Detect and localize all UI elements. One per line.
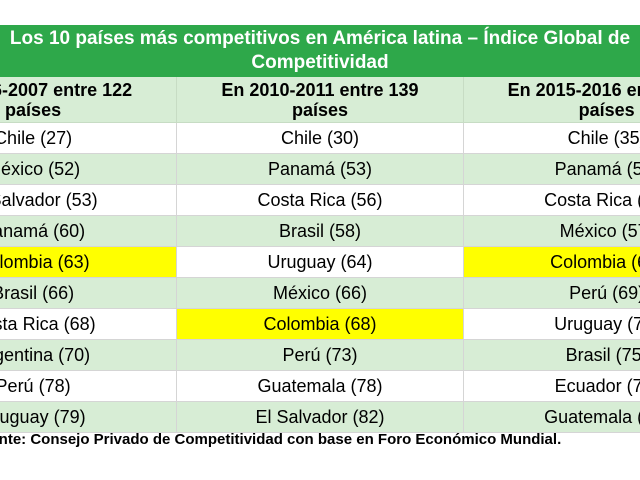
table-cell: Costa Rica (68) [0, 308, 178, 340]
table-title-line1: Los 10 países más competitivos en Améric… [9, 28, 631, 49]
table-row: Brasil (66) México (66) Perú (69) [0, 277, 640, 309]
table-row: Chile (27) Chile (30) Chile (35) [0, 122, 640, 154]
column-header-line1: En 2015-2016 entre 140 [507, 79, 640, 100]
highlighted-cell-colombia: Colombia (61) [463, 246, 640, 278]
highlighted-cell-colombia: Colombia (68) [176, 308, 464, 340]
table-cell: Ecuador (76) [463, 370, 640, 402]
table-cell: Panamá (50) [463, 153, 640, 185]
table-cell: Perú (73) [176, 339, 464, 371]
column-header-line1: En 2006-2007 entre 122 [0, 79, 133, 100]
table-cell: Perú (69) [463, 277, 640, 309]
table-cell: Chile (35) [463, 122, 640, 154]
table-row: Uruguay (79) El Salvador (82) Guatemala … [0, 401, 640, 433]
column-header-line2: países [578, 99, 635, 120]
table-row: Colombia (63) Uruguay (64) Colombia (61) [0, 246, 640, 278]
table-row: México (52) Panamá (53) Panamá (50) [0, 153, 640, 185]
column-header-2006-2007: En 2006-2007 entre 122 países [0, 77, 178, 123]
column-header-line2: países [291, 99, 348, 120]
column-header-2010-2011: En 2010-2011 entre 139 países [176, 77, 464, 123]
table-row: El Salvador (53) Costa Rica (56) Costa R… [0, 184, 640, 216]
table-title: Los 10 países más competitivos en Améric… [0, 25, 640, 77]
table-cell: El Salvador (82) [176, 401, 464, 433]
table-cell: Costa Rica (52) [463, 184, 640, 216]
table-row: Argentina (70) Perú (73) Brasil (75) [0, 339, 640, 371]
table-cell: Argentina (70) [0, 339, 178, 371]
ranking-table: En 2006-2007 entre 122 países En 2010-20… [0, 77, 640, 433]
table-cell: Chile (30) [176, 122, 464, 154]
table-cell: México (66) [176, 277, 464, 309]
table-row: Perú (78) Guatemala (78) Ecuador (76) [0, 370, 640, 402]
table-cell: México (52) [0, 153, 178, 185]
column-header-line2: países [5, 99, 62, 120]
table-cell: Brasil (58) [176, 215, 464, 247]
table-cell: Uruguay (79) [0, 401, 178, 433]
table-cell: Panamá (60) [0, 215, 178, 247]
table-cell: Brasil (75) [463, 339, 640, 371]
table-cell: El Salvador (53) [0, 184, 178, 216]
table-cell: Chile (27) [0, 122, 178, 154]
table-title-line2: Competitividad [251, 52, 389, 73]
table-cell: Guatemala (78) [176, 370, 464, 402]
table-row: Costa Rica (68) Colombia (68) Uruguay (7… [0, 308, 640, 340]
table-cell: Panamá (53) [176, 153, 464, 185]
table-cell: Costa Rica (56) [176, 184, 464, 216]
table-cell: Guatemala (78) [463, 401, 640, 433]
table-cell: Brasil (66) [0, 277, 178, 309]
table-cell: Uruguay (73) [463, 308, 640, 340]
table-cell: México (57) [463, 215, 640, 247]
highlighted-cell-colombia: Colombia (63) [0, 246, 178, 278]
table-cell: Uruguay (64) [176, 246, 464, 278]
header-row: En 2006-2007 entre 122 países En 2010-20… [0, 77, 640, 123]
table-cell: Perú (78) [0, 370, 178, 402]
table-row: Panamá (60) Brasil (58) México (57) [0, 215, 640, 247]
source-note: Fuente: Consejo Privado de Competitivida… [0, 431, 562, 448]
column-header-2015-2016: En 2015-2016 entre 140 países [463, 77, 640, 123]
column-header-line1: En 2010-2011 entre 139 [221, 79, 419, 100]
